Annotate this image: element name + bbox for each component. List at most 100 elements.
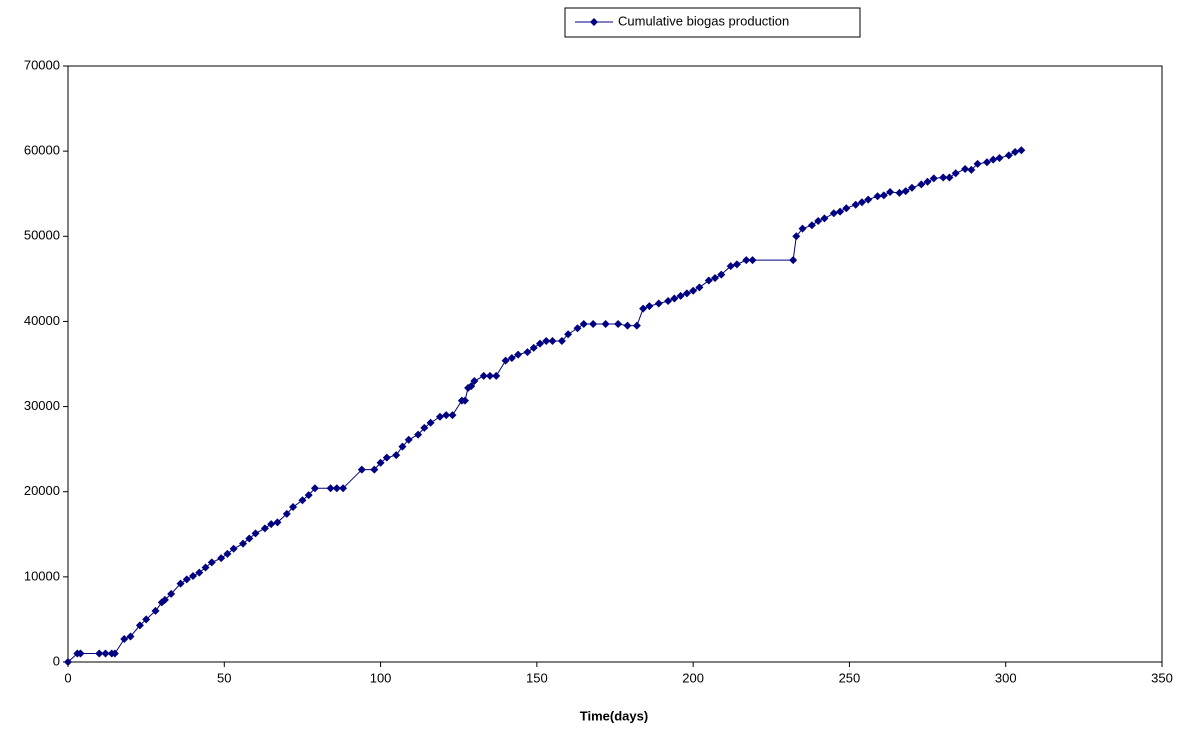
data-point — [548, 337, 557, 346]
data-point — [711, 274, 720, 283]
data-point — [135, 621, 144, 630]
data-point — [614, 319, 623, 328]
data-point — [807, 221, 816, 230]
x-tick-label: 350 — [1151, 670, 1173, 685]
data-point — [564, 330, 573, 339]
series-line — [67, 149, 1022, 663]
data-point — [126, 632, 135, 641]
legend-marker — [590, 18, 598, 26]
data-point — [217, 554, 226, 563]
data-point — [798, 224, 807, 233]
data-point — [704, 276, 713, 285]
data-point — [479, 371, 488, 380]
data-point — [792, 232, 801, 241]
y-tick-label: 10000 — [24, 568, 60, 583]
data-point — [789, 256, 798, 265]
x-tick-label: 150 — [526, 670, 548, 685]
data-point — [507, 354, 516, 363]
data-point — [207, 558, 216, 567]
data-point — [160, 595, 169, 604]
data-point — [110, 649, 119, 658]
data-point — [573, 324, 582, 333]
data-point — [748, 256, 757, 265]
y-tick-label: 60000 — [24, 143, 60, 158]
data-point — [689, 286, 698, 295]
data-point — [64, 658, 72, 666]
data-point — [836, 207, 845, 216]
data-point — [939, 173, 948, 182]
data-point — [864, 195, 873, 204]
data-point — [376, 458, 385, 467]
data-point — [370, 465, 379, 474]
y-tick-label: 30000 — [24, 398, 60, 413]
data-point — [426, 418, 435, 427]
data-point — [542, 337, 551, 346]
data-point — [973, 159, 982, 168]
y-tick-label: 0 — [53, 653, 60, 668]
x-tick-label: 50 — [217, 670, 231, 685]
data-point — [632, 321, 641, 330]
data-point — [967, 165, 976, 174]
data-point — [492, 371, 501, 380]
data-point — [101, 649, 110, 658]
data-point — [282, 509, 291, 518]
data-point — [1004, 151, 1013, 160]
data-point — [304, 491, 313, 500]
data-point — [535, 339, 544, 348]
data-point — [467, 382, 476, 391]
data-point — [886, 188, 895, 197]
data-point — [120, 635, 129, 644]
data-point — [851, 200, 860, 209]
data-point — [873, 192, 882, 201]
data-point — [273, 518, 282, 527]
data-point — [670, 294, 679, 303]
data-point — [589, 319, 598, 328]
data-point — [229, 544, 238, 553]
data-point — [523, 348, 532, 357]
data-point — [76, 649, 85, 658]
data-point — [251, 529, 260, 538]
data-point — [961, 165, 970, 174]
data-point — [404, 435, 413, 444]
data-point — [623, 321, 632, 330]
data-point — [901, 187, 910, 196]
y-tick-label: 40000 — [24, 313, 60, 328]
data-point — [514, 350, 523, 359]
data-point — [142, 615, 151, 624]
data-point — [879, 191, 888, 200]
data-point — [382, 453, 391, 462]
data-point — [442, 411, 451, 420]
data-point — [267, 520, 276, 529]
data-point — [654, 299, 663, 308]
data-point — [182, 575, 191, 584]
data-point — [907, 183, 916, 192]
data-point — [357, 465, 366, 474]
data-point — [639, 304, 648, 313]
data-point — [485, 371, 494, 380]
data-point — [895, 188, 904, 197]
data-point — [435, 412, 444, 421]
data-point — [995, 153, 1004, 162]
data-point — [298, 496, 307, 505]
x-axis-title: Time(days) — [580, 708, 648, 723]
data-point — [695, 283, 704, 292]
data-point — [245, 534, 254, 543]
data-point — [601, 319, 610, 328]
data-point — [326, 484, 335, 493]
data-point — [201, 563, 210, 572]
data-point — [742, 256, 751, 265]
data-point — [310, 484, 319, 493]
data-point — [645, 302, 654, 311]
data-point — [814, 216, 823, 225]
x-tick-label: 300 — [995, 670, 1017, 685]
data-point — [726, 262, 735, 271]
data-point — [339, 484, 348, 493]
data-point — [460, 396, 469, 405]
data-point — [420, 423, 429, 432]
data-point — [223, 549, 232, 558]
data-point — [239, 539, 248, 548]
data-point — [923, 177, 932, 186]
data-point — [664, 296, 673, 305]
data-point — [676, 291, 685, 300]
